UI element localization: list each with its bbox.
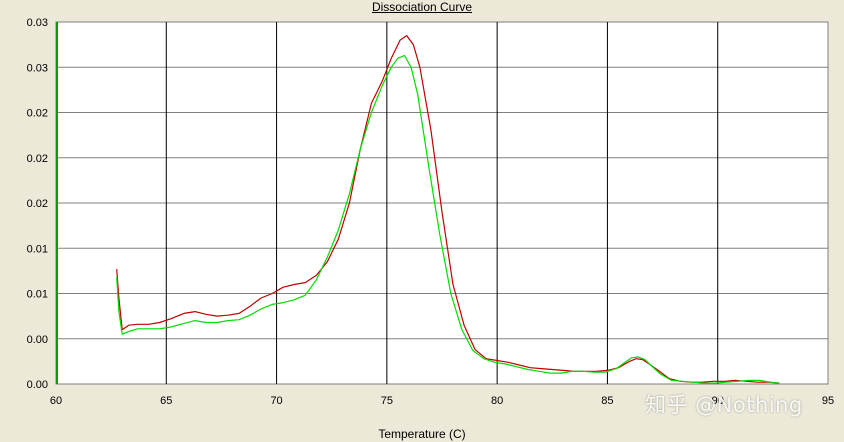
x-tick-label: 95 [822,395,834,407]
y-tick-label: 0.02 [27,153,48,165]
x-tick-label: 70 [270,395,282,407]
x-tick-label: 60 [50,395,62,407]
series-line-1 [116,35,780,384]
y-tick-label: 0.01 [27,243,48,255]
y-tick-label: 0.02 [27,108,48,120]
y-tick-label: 0.00 [27,379,48,391]
y-tick-label: 0.03 [27,17,48,29]
y-tick-label: 0.03 [27,62,48,74]
y-tick-label: 0.02 [27,198,48,210]
chart-title: Dissociation Curve [371,0,473,14]
axis-layer: 0.00 0.00 0.01 0.01 0.02 0.02 0.02 0.03 0.03 60 65… [27,17,835,407]
x-tick-label: 65 [160,395,172,407]
x-tick-label: 90 [712,395,724,407]
series-layer [116,35,780,384]
x-tick-label: 75 [381,395,393,407]
grid-layer [56,22,828,384]
y-tick-label: 0.00 [27,334,48,346]
y-tick-label: 0.01 [27,289,48,301]
watermark-text: 知乎 @Nothing [645,393,803,417]
x-axis-title: Temperature (C) [378,427,466,441]
x-tick-label: 85 [601,395,613,407]
x-tick-label: 80 [491,395,503,407]
series-line-2 [116,54,780,384]
